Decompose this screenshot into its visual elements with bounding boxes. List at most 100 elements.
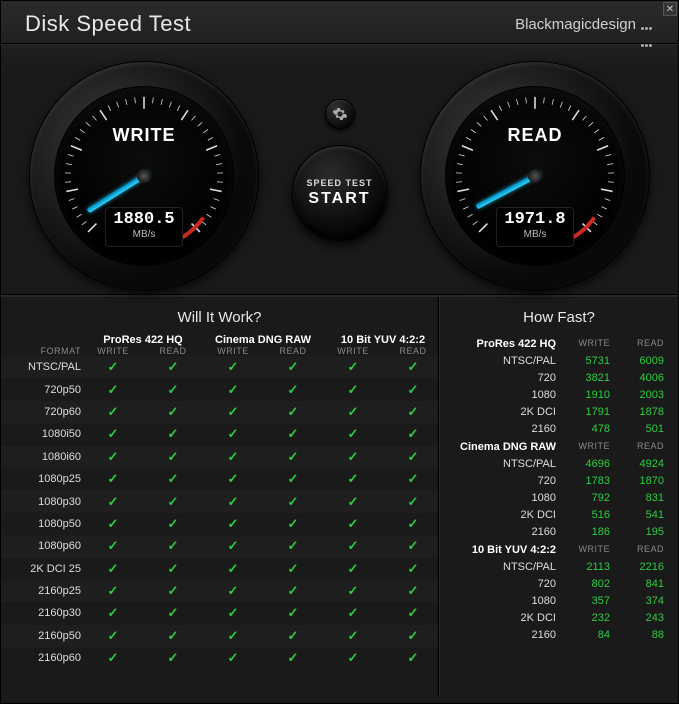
check-icon: ✓: [145, 605, 201, 621]
check-icon: ✓: [205, 561, 261, 577]
wiw-format-label: NTSC/PAL: [11, 361, 81, 373]
hf-read-value: 1870: [616, 475, 664, 487]
write-unit: MB/s: [106, 229, 182, 240]
check-icon: ✓: [325, 516, 381, 532]
start-button[interactable]: SPEED TEST START: [292, 145, 388, 241]
read-gauge-label: READ: [446, 125, 624, 146]
check-icon: ✓: [205, 605, 261, 621]
table-row: 720p60✓✓✓✓✓✓: [1, 401, 438, 423]
hf-format-label: 1080: [440, 389, 556, 401]
hf-read-value: 374: [616, 595, 664, 607]
check-icon: ✓: [325, 494, 381, 510]
table-row: 2K DCI 25✓✓✓✓✓✓: [1, 558, 438, 580]
check-icon: ✓: [325, 538, 381, 554]
hf-format-label: 2K DCI: [440, 612, 556, 624]
hf-codec-label: ProRes 422 HQ: [440, 338, 556, 350]
hf-format-label: 720: [440, 372, 556, 384]
check-icon: ✓: [205, 404, 261, 420]
wiw-format-label: 2160p25: [11, 585, 81, 597]
check-icon: ✓: [265, 516, 321, 532]
check-icon: ✓: [85, 449, 141, 465]
hf-row: NTSC/PAL 4696 4924: [440, 455, 678, 472]
check-icon: ✓: [85, 404, 141, 420]
hf-read-value: 4006: [616, 372, 664, 384]
check-icon: ✓: [385, 359, 441, 375]
check-icon: ✓: [205, 583, 261, 599]
check-icon: ✓: [385, 628, 441, 644]
hf-row: 1080 357 374: [440, 592, 678, 609]
check-icon: ✓: [85, 494, 141, 510]
tables-area: Will It Work? ProRes 422 HQ Cinema DNG R…: [1, 296, 678, 696]
hf-read-value: 2216: [616, 561, 664, 573]
check-icon: ✓: [265, 382, 321, 398]
hf-write-value: 357: [562, 595, 610, 607]
read-gauge-hub-icon: [528, 169, 542, 183]
check-icon: ✓: [205, 494, 261, 510]
check-icon: ✓: [265, 449, 321, 465]
read-value: 1971.8: [497, 210, 573, 229]
check-icon: ✓: [85, 471, 141, 487]
check-icon: ✓: [385, 605, 441, 621]
hf-format-label: 720: [440, 475, 556, 487]
hf-format-label: 1080: [440, 595, 556, 607]
check-icon: ✓: [85, 359, 141, 375]
check-icon: ✓: [145, 650, 201, 666]
hf-row: 2160 186 195: [440, 523, 678, 540]
hf-row: 1080 792 831: [440, 489, 678, 506]
check-icon: ✓: [205, 628, 261, 644]
check-icon: ✓: [265, 426, 321, 442]
check-icon: ✓: [385, 583, 441, 599]
table-row: 720p50✓✓✓✓✓✓: [1, 378, 438, 400]
check-icon: ✓: [325, 449, 381, 465]
hf-format-label: 2K DCI: [440, 406, 556, 418]
read-gauge-lcd: 1971.8 MB/s: [496, 207, 574, 247]
hf-write-value: 1783: [562, 475, 610, 487]
wiw-codec-0: ProRes 422 HQ: [85, 334, 201, 346]
check-icon: ✓: [85, 605, 141, 621]
table-row: 1080p30✓✓✓✓✓✓: [1, 490, 438, 512]
table-row: 2160p50✓✓✓✓✓✓: [1, 625, 438, 647]
write-gauge-label: WRITE: [55, 125, 233, 146]
check-icon: ✓: [325, 471, 381, 487]
hf-read-value: 6009: [616, 355, 664, 367]
start-button-title: START: [308, 190, 370, 208]
check-icon: ✓: [325, 359, 381, 375]
hf-write-value: 4696: [562, 458, 610, 470]
check-icon: ✓: [205, 426, 261, 442]
check-icon: ✓: [325, 426, 381, 442]
will-it-work-title: Will It Work?: [1, 305, 438, 334]
start-button-subtitle: SPEED TEST: [306, 178, 372, 188]
check-icon: ✓: [145, 538, 201, 554]
hf-format-label: 2160: [440, 629, 556, 641]
hf-row: 1080 1910 2003: [440, 386, 678, 403]
table-row: NTSC/PAL✓✓✓✓✓✓: [1, 356, 438, 378]
hf-write-value: 5731: [562, 355, 610, 367]
hf-write-value: 478: [562, 423, 610, 435]
check-icon: ✓: [145, 516, 201, 532]
hf-format-label: 2160: [440, 526, 556, 538]
how-fast-title: How Fast?: [440, 305, 678, 334]
close-icon[interactable]: ✕: [663, 2, 677, 16]
how-fast-panel: How Fast? ProRes 422 HQ WRITE READ NTSC/P…: [439, 297, 678, 696]
check-icon: ✓: [145, 561, 201, 577]
hf-write-value: 2113: [562, 561, 610, 573]
check-icon: ✓: [145, 471, 201, 487]
hf-read-header: READ: [616, 441, 664, 453]
check-icon: ✓: [385, 494, 441, 510]
hf-write-header: WRITE: [562, 338, 610, 350]
wiw-format-label: 720p50: [11, 384, 81, 396]
wiw-format-label: 2K DCI 25: [11, 563, 81, 575]
check-icon: ✓: [325, 583, 381, 599]
check-icon: ✓: [385, 382, 441, 398]
hf-write-value: 516: [562, 509, 610, 521]
will-it-work-panel: Will It Work? ProRes 422 HQ Cinema DNG R…: [1, 297, 439, 696]
hf-read-value: 501: [616, 423, 664, 435]
hf-format-label: NTSC/PAL: [440, 355, 556, 367]
check-icon: ✓: [385, 516, 441, 532]
check-icon: ✓: [205, 382, 261, 398]
settings-button[interactable]: [325, 99, 355, 129]
check-icon: ✓: [265, 583, 321, 599]
hf-write-value: 232: [562, 612, 610, 624]
check-icon: ✓: [265, 538, 321, 554]
check-icon: ✓: [385, 561, 441, 577]
